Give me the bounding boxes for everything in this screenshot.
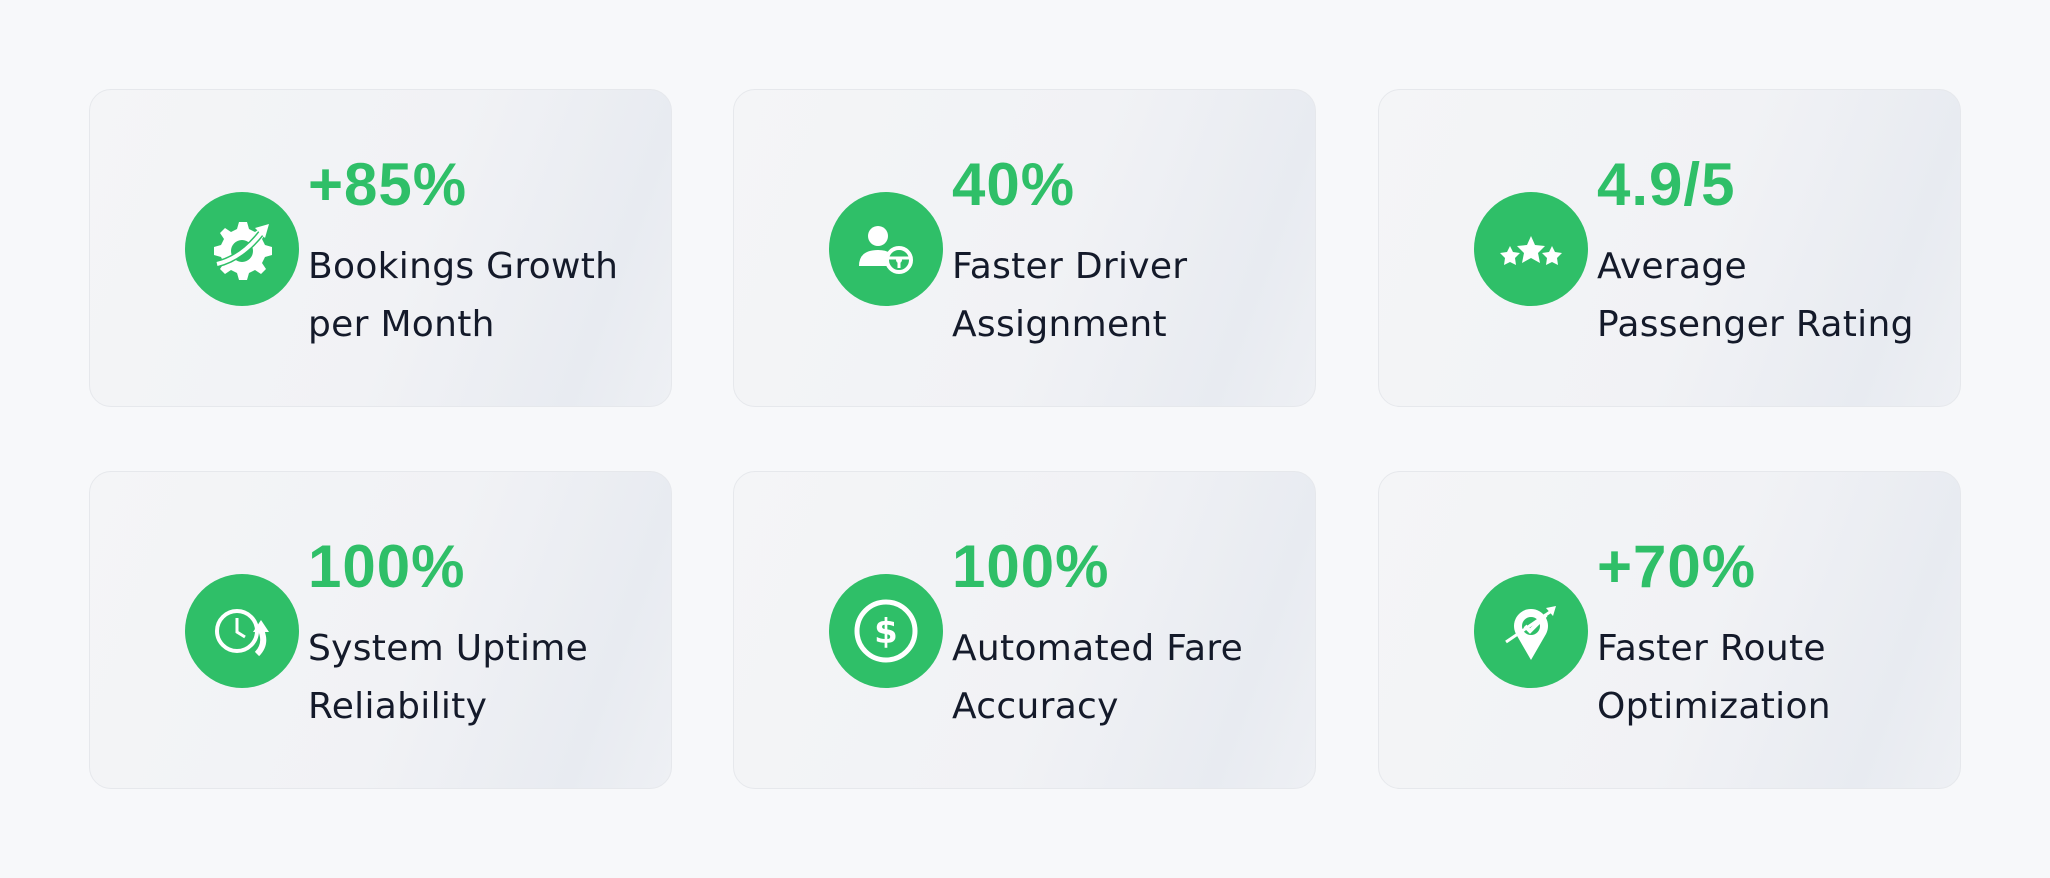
stat-label: Faster Driver Assignment bbox=[952, 246, 1188, 345]
stat-value: 40% bbox=[952, 151, 1076, 218]
dollar-coin-icon: $ bbox=[829, 574, 943, 688]
stat-value: 4.9/5 bbox=[1597, 151, 1736, 218]
stat-value: +70% bbox=[1597, 533, 1757, 600]
stat-value: +85% bbox=[308, 151, 468, 218]
stat-card-bookings-growth: +85% Bookings Growth per Month bbox=[89, 89, 672, 407]
svg-text:$: $ bbox=[874, 612, 898, 652]
stat-card-route-optimization: +70% Faster Route Optimization bbox=[1378, 471, 1961, 789]
stat-card-passenger-rating: 4.9/5 Average Passenger Rating bbox=[1378, 89, 1961, 407]
stat-label: Bookings Growth per Month bbox=[308, 246, 619, 345]
stat-value: 100% bbox=[952, 533, 1110, 600]
stat-label: System Uptime Reliability bbox=[308, 628, 589, 727]
stat-label: Automated Fare Accuracy bbox=[952, 628, 1244, 727]
driver-steering-wheel-icon bbox=[829, 192, 943, 306]
three-stars-icon bbox=[1474, 192, 1588, 306]
stat-label: Faster Route Optimization bbox=[1597, 628, 1831, 727]
map-pin-check-icon bbox=[1474, 574, 1588, 688]
gear-growth-arrow-icon bbox=[185, 192, 299, 306]
stat-card-system-uptime: 100% System Uptime Reliability bbox=[89, 471, 672, 789]
stat-card-fare-accuracy: $ 100% Automated Fare Accuracy bbox=[733, 471, 1316, 789]
stat-value: 100% bbox=[308, 533, 466, 600]
stat-card-driver-assignment: 40% Faster Driver Assignment bbox=[733, 89, 1316, 407]
clock-refresh-icon bbox=[185, 574, 299, 688]
stat-label: Average Passenger Rating bbox=[1597, 246, 1914, 345]
